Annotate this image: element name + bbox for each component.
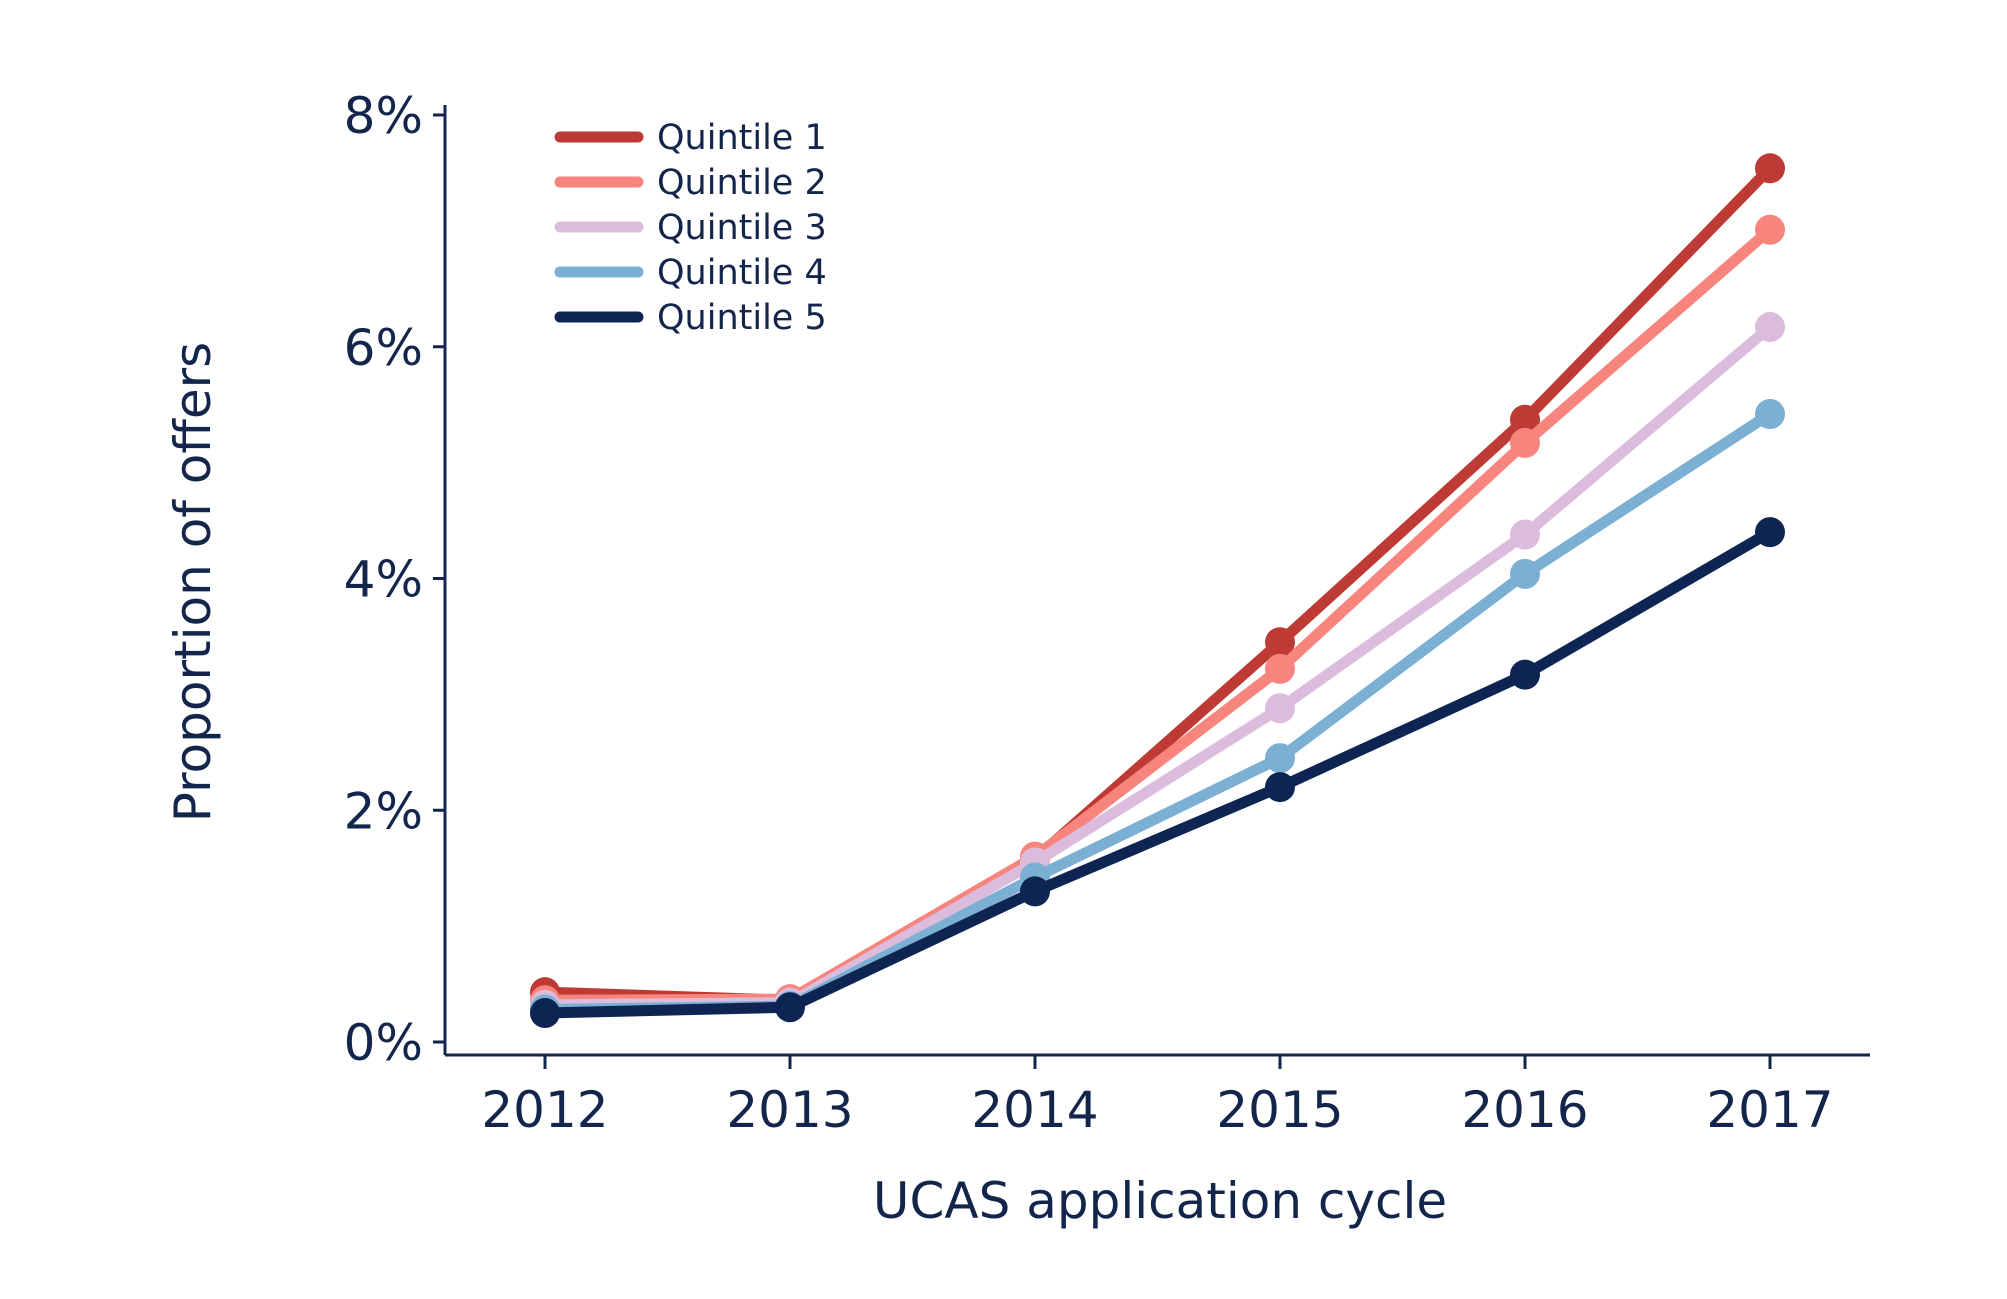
legend-item: Quintile 4 [554,253,827,293]
series-3 [530,312,1785,1020]
series-layer [530,153,1785,1029]
legend-item: Quintile 5 [554,298,827,338]
y-tick-label: 2% [344,782,423,840]
series-line [539,224,1776,1006]
series-line [539,526,1776,1019]
x-ticks: 2012 2013 2014 2015 2016 2017 [481,1055,1834,1139]
data-point [1510,558,1540,589]
y-tick-label: 8% [344,87,423,145]
legend: Quintile 1 Quintile 2 Quintile 3 Quintile 4… [554,118,827,338]
x-tick-label: 2012 [481,1081,608,1139]
y-tick-label: 0% [344,1014,423,1072]
y-tick-label: 6% [344,319,423,377]
data-point [1020,876,1050,907]
data-point [1265,772,1295,803]
y-ticks: 0% 2% 4% 6% 8% [344,87,445,1072]
series-4 [530,398,1785,1025]
series-line [539,408,1776,1016]
series-line [539,321,1776,1011]
legend-label: Quintile 2 [657,163,827,203]
data-point [1755,153,1785,184]
data-point [775,992,805,1023]
data-point [1510,659,1540,690]
x-tick-label: 2017 [1706,1081,1833,1139]
legend-label: Quintile 3 [657,208,827,248]
x-tick-label: 2014 [971,1081,1098,1139]
y-tick-label: 4% [344,551,423,609]
legend-item: Quintile 2 [554,163,827,203]
data-point [1510,404,1540,435]
data-point [1265,693,1295,724]
legend-label: Quintile 5 [657,298,827,338]
data-point [530,998,560,1029]
data-point [1510,427,1540,458]
series-5 [530,517,1785,1029]
x-axis-title: UCAS application cycle [873,1172,1447,1230]
data-point [1755,214,1785,245]
legend-item: Quintile 3 [554,208,827,248]
legend-label: Quintile 1 [657,118,827,158]
data-point [1755,517,1785,548]
data-point [1265,627,1295,658]
x-tick-label: 2015 [1216,1081,1343,1139]
legend-label: Quintile 4 [657,253,827,293]
series-line [539,162,1776,1006]
x-tick-label: 2016 [1461,1081,1588,1139]
data-point [1265,743,1295,774]
legend-item: Quintile 1 [554,118,827,158]
data-point [1265,653,1295,684]
y-axis-title: Proportion of offers [164,342,222,822]
data-point [1510,519,1540,550]
data-point [1755,312,1785,343]
data-point [1755,398,1785,429]
x-tick-label: 2013 [726,1081,853,1139]
